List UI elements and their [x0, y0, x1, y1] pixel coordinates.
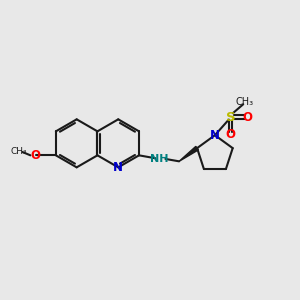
- Text: S: S: [226, 111, 235, 124]
- Text: N: N: [113, 161, 123, 174]
- Text: CH₃: CH₃: [236, 97, 254, 106]
- Text: O: O: [243, 111, 253, 124]
- Text: NH: NH: [150, 154, 169, 164]
- Polygon shape: [179, 146, 198, 161]
- Text: N: N: [210, 129, 220, 142]
- Text: O: O: [31, 149, 41, 162]
- Text: O: O: [226, 128, 236, 141]
- Text: CH₃: CH₃: [10, 147, 27, 156]
